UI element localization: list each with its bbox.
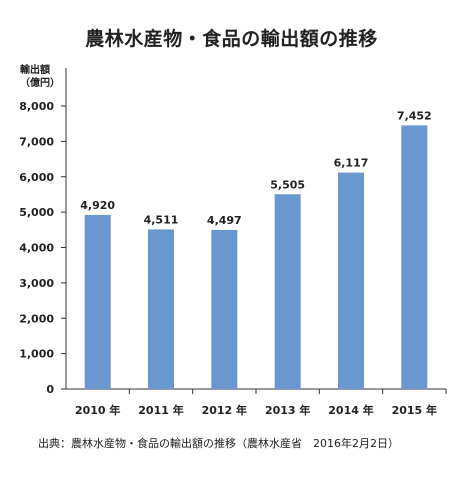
- y-tick-label: 4,000: [19, 242, 54, 255]
- bar: [148, 229, 174, 389]
- chart-title: 農林水産物・食品の輸出額の推移: [85, 28, 378, 50]
- y-tick-label: 1,000: [19, 348, 54, 361]
- x-tick-label: 2013 年: [265, 403, 310, 417]
- bar: [211, 229, 238, 389]
- bar-value-label: 5,505: [270, 178, 305, 191]
- y-tick-label: 8,000: [19, 100, 54, 113]
- y-tick-label: 6,000: [19, 171, 54, 184]
- bar-value-label: 4,920: [80, 199, 115, 212]
- y-tick-label: 2,000: [19, 312, 54, 325]
- source-note: 出典：農林水産物・食品の輸出額の推移（農林水産省 2016年2月2日）: [38, 437, 399, 450]
- bar-value-label: 7,452: [397, 109, 432, 122]
- y-axis-label: 輸出額 （億円）: [20, 64, 60, 90]
- y-tick-label: 3,000: [19, 277, 54, 290]
- y-tick-label: 0: [46, 383, 54, 396]
- bar: [338, 172, 364, 389]
- x-tick-label: 2010 年: [75, 403, 120, 417]
- x-tick-label: 2015 年: [392, 403, 437, 417]
- x-tick-label: 2014 年: [328, 403, 373, 417]
- bar: [274, 194, 301, 389]
- bar-value-label: 4,511: [144, 213, 179, 226]
- bar: [84, 214, 111, 389]
- bar-value-label: 4,497: [207, 214, 242, 227]
- y-tick-label: 7,000: [19, 135, 54, 148]
- y-axis-label-line1: 輸出額: [20, 65, 50, 76]
- bar: [401, 125, 428, 389]
- x-tick-label: 2012 年: [202, 403, 247, 417]
- y-axis-label-line2: （億円）: [20, 78, 60, 89]
- bar-value-label: 6,117: [334, 157, 369, 170]
- x-tick-label: 2011 年: [138, 403, 183, 417]
- y-tick-label: 5,000: [19, 206, 54, 219]
